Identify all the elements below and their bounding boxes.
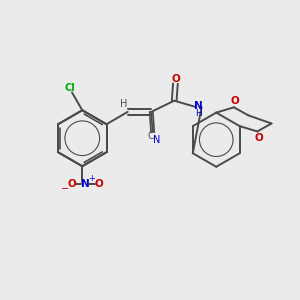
Text: Cl: Cl <box>64 83 75 93</box>
Text: H: H <box>195 109 202 118</box>
Text: +: + <box>88 174 95 183</box>
Text: O: O <box>231 96 239 106</box>
Text: O: O <box>68 179 76 189</box>
Text: H: H <box>121 99 128 109</box>
Text: O: O <box>254 133 263 143</box>
Text: −: − <box>61 184 69 194</box>
Text: N: N <box>153 135 160 145</box>
Text: N: N <box>194 101 203 111</box>
Text: C: C <box>148 130 154 141</box>
Text: N: N <box>81 179 90 189</box>
Text: O: O <box>94 179 103 189</box>
Text: O: O <box>171 74 180 84</box>
